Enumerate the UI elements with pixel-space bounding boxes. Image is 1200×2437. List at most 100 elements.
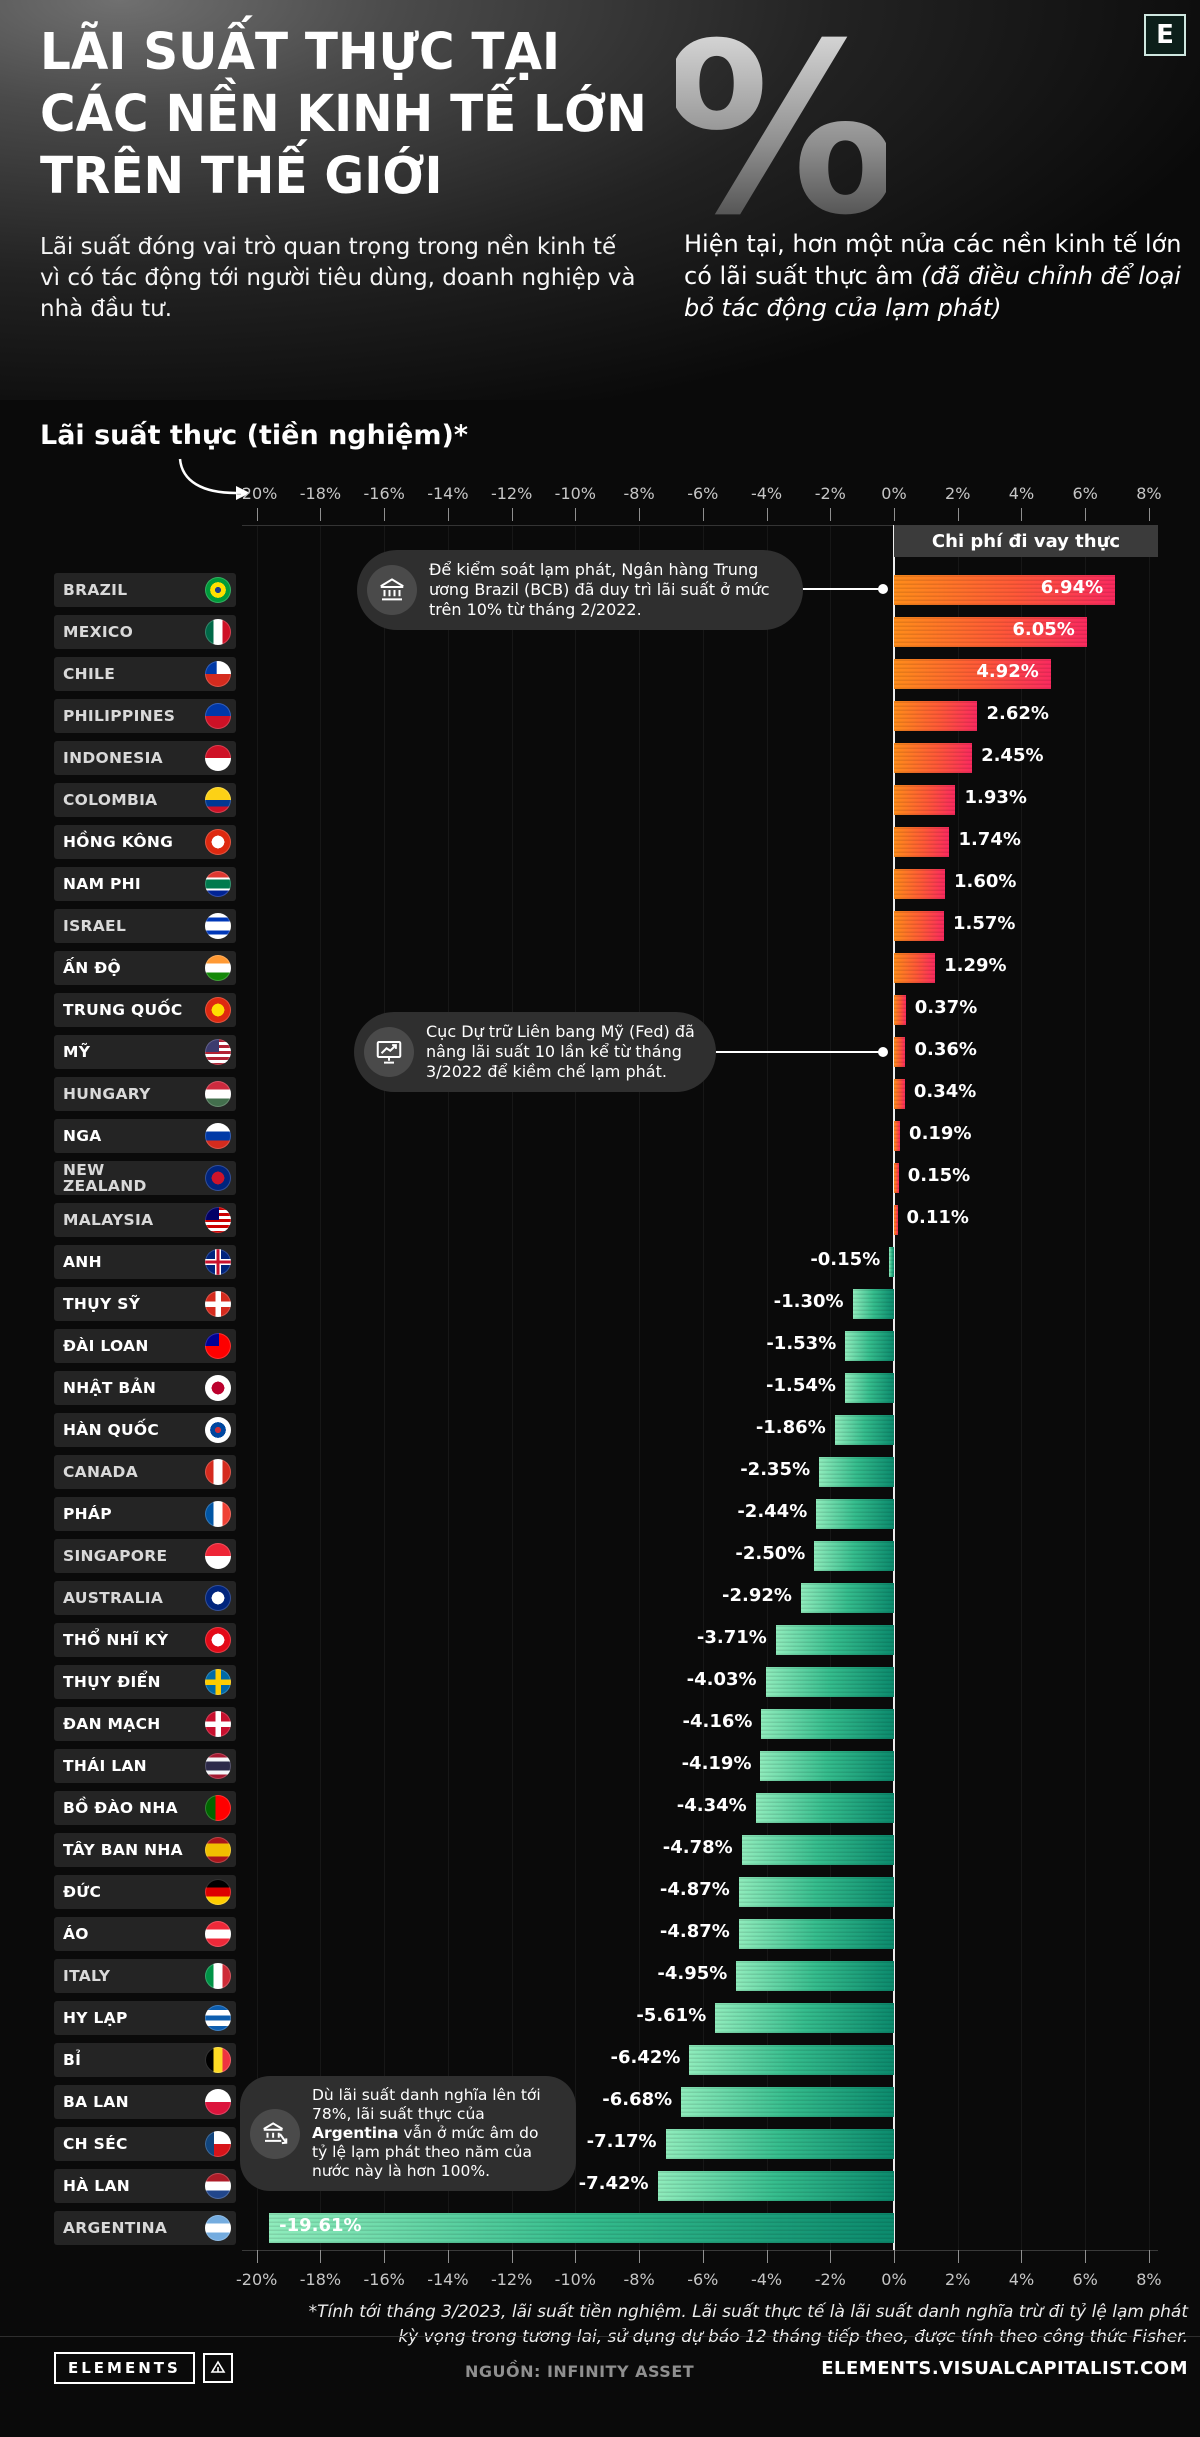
chart-row: BRAZIL 6.94% xyxy=(0,569,1200,611)
chart-row: TÂY BAN NHA -4.78% xyxy=(0,1829,1200,1871)
value-label: -4.95% xyxy=(657,1963,728,1984)
axis-tick-label: -12% xyxy=(490,484,533,503)
axis-tick-label: 0% xyxy=(881,484,907,503)
axis-tick xyxy=(511,2250,513,2263)
country-label: BA LAN xyxy=(54,2085,236,2119)
percent-glyph: % xyxy=(663,0,898,267)
country-name: ĐAN MẠCH xyxy=(63,1715,161,1733)
flag-icon xyxy=(205,1963,231,1989)
chart-row: MỸ 0.36% xyxy=(0,1031,1200,1073)
country-name: MEXICO xyxy=(63,623,134,641)
country-label: ÁO xyxy=(54,1917,236,1951)
flag-icon xyxy=(205,1879,231,1905)
country-label: THỤY SỸ xyxy=(54,1287,236,1321)
value-bar xyxy=(736,1961,894,1991)
flag-icon xyxy=(205,661,231,687)
value-bar xyxy=(657,2171,894,2201)
value-bar xyxy=(894,659,1051,689)
value-label: -4.78% xyxy=(662,1837,733,1858)
country-name: MALAYSIA xyxy=(63,1211,154,1229)
country-name: MỸ xyxy=(63,1043,91,1061)
value-label: -1.54% xyxy=(766,1375,836,1396)
flag-icon xyxy=(205,1039,231,1065)
flag-icon xyxy=(205,2005,231,2031)
value-label: 0.15% xyxy=(907,1165,971,1186)
value-bar xyxy=(665,2129,894,2159)
chart-row: ẤN ĐỘ 1.29% xyxy=(0,947,1200,989)
axis-tick xyxy=(702,508,704,521)
country-name: NEW ZEALAND xyxy=(63,1161,147,1195)
country-name: AUSTRALIA xyxy=(63,1589,164,1607)
elements-brand-icon xyxy=(202,2353,233,2383)
country-name: THÁI LAN xyxy=(63,1757,147,1775)
chart-top-border xyxy=(242,525,894,526)
axis-tick-label: 8% xyxy=(1136,484,1162,503)
axis-tick xyxy=(320,508,322,521)
country-label: ANH xyxy=(54,1245,236,1279)
chart-row: PHÁP -2.44% xyxy=(0,1493,1200,1535)
axis-tick-label: -6% xyxy=(687,484,719,503)
grid-line xyxy=(575,525,577,2250)
axis-tick xyxy=(447,508,449,521)
country-label: NHẬT BẢN xyxy=(54,1371,236,1405)
annotation-brazil-dot xyxy=(878,584,888,594)
country-label: TRUNG QUỐC xyxy=(54,993,236,1027)
flag-icon xyxy=(205,1627,231,1653)
axis-tick xyxy=(575,508,577,521)
axis-tick xyxy=(384,508,386,521)
axis-tick-label: 8% xyxy=(1136,2270,1162,2289)
country-name: ĐỨC xyxy=(63,1883,102,1901)
value-bar xyxy=(269,2213,894,2243)
value-label: -1.53% xyxy=(766,1333,837,1354)
chart-row: BỒ ĐÀO NHA -4.34% xyxy=(0,1787,1200,1829)
value-bar xyxy=(741,1835,894,1865)
value-label: -6.68% xyxy=(602,2089,673,2110)
value-bar xyxy=(894,743,973,773)
chart-rows: BRAZIL 6.94% MEXICO 6.05% CHILE 4.92% PHILIPPI… xyxy=(0,569,1200,2249)
axis-tick-label: -8% xyxy=(623,2270,655,2289)
chart-row: HY LẠP -5.61% xyxy=(0,1997,1200,2039)
title-line: LÃI SUẤT THỰC TẠI xyxy=(40,23,560,82)
country-label: ISRAEL xyxy=(54,909,236,943)
chart-row: TRUNG QUỐC 0.37% xyxy=(0,989,1200,1031)
chart-row: THÁI LAN -4.19% xyxy=(0,1745,1200,1787)
value-bar xyxy=(819,1457,894,1487)
value-label: 0.11% xyxy=(906,1207,969,1228)
value-label: 0.19% xyxy=(909,1123,972,1144)
chart-section-title: Lãi suất thực (tiền nghiệm)* xyxy=(40,420,469,451)
axis-tick xyxy=(1148,2250,1150,2263)
axis-tick-label: -14% xyxy=(427,484,469,503)
axis-tick xyxy=(320,2250,322,2263)
annotation-brazil-text: Để kiểm soát lạm phát, Ngân hàng Trung ư… xyxy=(429,560,770,619)
axis-tick xyxy=(894,2250,895,2263)
intro-paragraph-left: Lãi suất đóng vai trò quan trọng trong n… xyxy=(40,234,636,322)
flag-icon xyxy=(205,1417,231,1443)
country-label: CANADA xyxy=(54,1455,236,1489)
country-label: AUSTRALIA xyxy=(54,1581,236,1615)
country-name: ARGENTINA xyxy=(63,2219,168,2237)
country-label: MỸ xyxy=(54,1035,236,1069)
country-label: NAM PHI xyxy=(54,867,236,901)
axis-tick xyxy=(639,508,641,521)
flag-icon xyxy=(205,2047,231,2073)
flag-icon xyxy=(205,871,231,897)
country-name: PHÁP xyxy=(63,1505,112,1523)
country-name: NHẬT BẢN xyxy=(63,1379,157,1397)
chart-row: HUNGARY 0.34% xyxy=(0,1073,1200,1115)
value-bar xyxy=(845,1331,894,1361)
chart-row: ĐAN MẠCH -4.16% xyxy=(0,1703,1200,1745)
annotation-us-text: Cục Dự trữ Liên bang Mỹ (Fed) đã nâng lã… xyxy=(426,1022,695,1081)
annotation-argentina: Dù lãi suất danh nghĩa lên tới 78%, lãi … xyxy=(240,2076,576,2191)
flag-icon xyxy=(205,1795,231,1821)
flag-icon xyxy=(205,1375,231,1401)
grid-line xyxy=(256,525,258,2250)
axis-tick-label: -4% xyxy=(750,2270,783,2289)
chart-row: NHẬT BẢN -1.54% xyxy=(0,1367,1200,1409)
value-bar xyxy=(894,617,1087,647)
chart-row: SINGAPORE -2.50% xyxy=(0,1535,1200,1577)
country-label: BỒ ĐÀO NHA xyxy=(54,1791,236,1825)
chart-row: ARGENTINA -19.61% xyxy=(0,2207,1200,2249)
flag-icon xyxy=(205,1207,231,1233)
axis-tick-label: 6% xyxy=(1072,2270,1098,2289)
value-label: -19.61% xyxy=(279,2215,362,2236)
